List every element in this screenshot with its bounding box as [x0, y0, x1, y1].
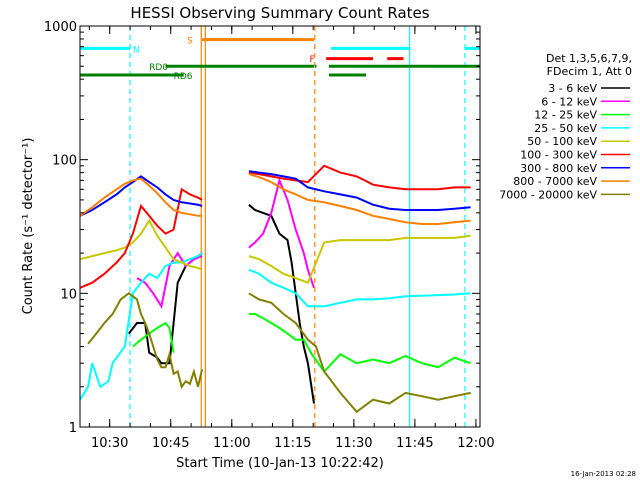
series-line-0-1	[248, 203, 315, 404]
legend-label-7: 800 - 7000 keV	[513, 175, 597, 188]
legend-header-1: FDecim 1, Att 0	[547, 65, 632, 78]
y-tick-label-0: 1	[69, 421, 77, 436]
chart-title: HESSI Observing Summary Count Rates	[130, 4, 429, 22]
flag-bars: N S F RD0 RD6	[80, 37, 480, 82]
flag-label-f: F	[310, 55, 315, 65]
plot-frame	[79, 25, 481, 428]
x-tick-label-0: 10:30	[91, 436, 128, 451]
series-line-2-0	[132, 321, 175, 353]
axes: 1 10 100 1000 10:30 10:45 11:00 11:15 11:30 11:45…	[44, 20, 495, 451]
legend-label-1: 6 - 12 keV	[541, 95, 597, 108]
series-line-6-0	[79, 175, 203, 217]
x-tick-label-6: 12:00	[457, 436, 494, 451]
series-line-3-0	[79, 252, 203, 401]
flag-label-rd6: RD6	[174, 72, 193, 82]
series-line-7-1	[248, 173, 471, 225]
x-tick-label-5: 11:45	[396, 436, 433, 451]
series-line-3-1	[248, 268, 471, 308]
series-line-5-0	[79, 187, 203, 289]
flag-label-rd0: RD0	[149, 63, 168, 73]
series-line-8-1	[248, 292, 471, 414]
series-line-4-1	[248, 234, 471, 284]
y-axis-label: Count Rate (s⁻¹ detector⁻¹)	[21, 138, 36, 315]
flag-label-n: N	[133, 45, 140, 55]
timestamp: 16-Jan-2013 02:28	[571, 470, 636, 478]
x-axis-label: Start Time (10-Jan-13 10:22:42)	[176, 456, 384, 471]
legend-label-2: 12 - 25 keV	[534, 109, 597, 122]
legend-label-4: 50 - 100 keV	[527, 135, 597, 148]
y-tick-label-1: 10	[60, 287, 77, 302]
series-line-4-0	[79, 218, 203, 271]
x-tick-label-4: 11:30	[335, 436, 372, 451]
x-tick-label-3: 11:15	[274, 436, 311, 451]
x-tick-label-1: 10:45	[152, 436, 189, 451]
x-tick-label-2: 11:00	[213, 436, 250, 451]
boundary-lines	[129, 26, 466, 427]
series-line-5-1	[248, 164, 471, 191]
y-tick-label-2: 100	[52, 154, 77, 169]
legend-label-6: 300 - 800 keV	[520, 162, 597, 175]
legend-header-0: Det 1,3,5,6,7,9,	[546, 52, 632, 65]
series-line-6-1	[248, 170, 471, 211]
y-tick-label-3: 1000	[44, 20, 77, 35]
legend-label-3: 25 - 50 keV	[534, 122, 597, 135]
legend-label-5: 100 - 300 keV	[520, 149, 597, 162]
series-line-8-0	[87, 292, 204, 390]
legend-label-8: 7000 - 20000 keV	[499, 188, 597, 201]
legend: Det 1,3,5,6,7,9,FDecim 1, Att 0 3 - 6 keV…	[499, 52, 632, 201]
legend-label-0: 3 - 6 keV	[548, 82, 597, 95]
data-series	[79, 164, 471, 414]
flag-label-s: S	[187, 37, 193, 47]
series-line-7-0	[79, 177, 203, 217]
series-line-1-0	[136, 251, 203, 309]
